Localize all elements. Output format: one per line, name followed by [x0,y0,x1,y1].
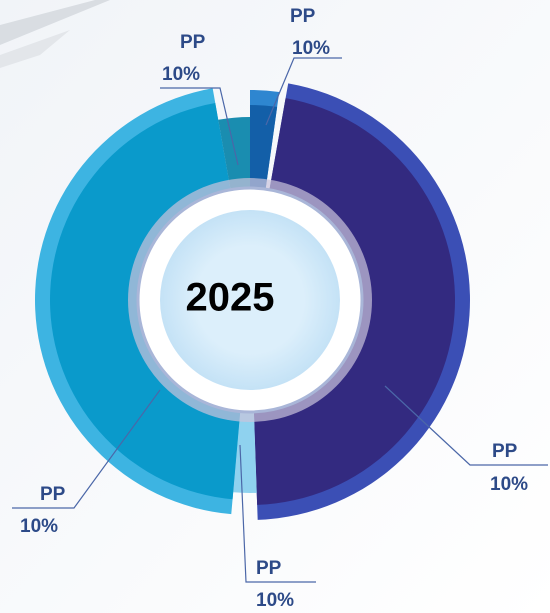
label-name: PP [492,441,518,462]
label-value: 10% [292,38,330,59]
decor [0,0,110,45]
label-value: 10% [490,474,528,495]
leader-line [239,444,316,583]
leader-line [160,87,239,166]
decor [0,30,70,68]
label-name: PP [40,484,66,505]
label-value: 10% [162,64,200,85]
label-value: 10% [256,590,294,611]
label-name: PP [256,558,282,579]
segment [250,105,278,201]
label-name: PP [180,32,206,53]
center-year: 2025 [186,276,275,320]
leader-line [265,57,342,126]
label-value: 10% [20,516,58,537]
leader-line [384,385,548,466]
leader-line [12,389,161,509]
center-core [160,210,340,390]
segment [233,399,257,493]
label-name: PP [290,6,316,27]
